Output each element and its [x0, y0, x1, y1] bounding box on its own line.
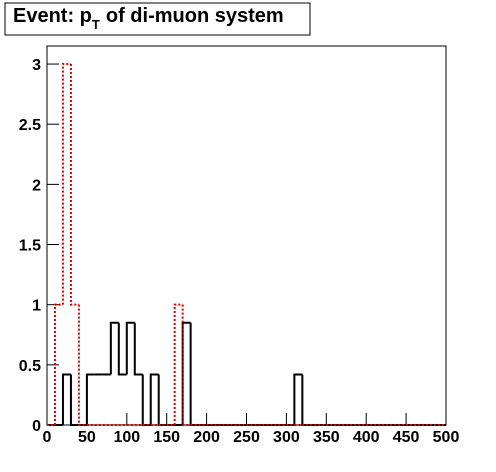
histogram-bin: [181, 304, 191, 426]
histogram-bin: [109, 321, 119, 375]
y-tick-label: 0: [32, 418, 41, 435]
histogram-bin: [173, 303, 183, 425]
x-tick-label: 0: [43, 429, 52, 446]
y-tick-label: 1: [32, 298, 41, 315]
x-tick-label: 450: [393, 429, 420, 446]
x-tick-label: 500: [433, 429, 460, 446]
title-box: [4, 2, 311, 36]
y-tick-label: 2: [32, 177, 41, 194]
y-tick-label: 0.5: [19, 358, 41, 375]
x-tick-label: 150: [153, 429, 180, 446]
histogram-bin: [61, 63, 71, 305]
x-tick-label: 300: [273, 429, 300, 446]
x-tick-label: 250: [233, 429, 260, 446]
histogram-bin: [85, 373, 95, 425]
histogram-bin: [133, 322, 143, 376]
histogram-bin: [117, 322, 127, 376]
histogram-bin: [301, 374, 311, 426]
y-tick-label: 2.5: [19, 117, 41, 134]
title-main: Event: p: [13, 5, 92, 27]
histogram-bin: [69, 64, 79, 306]
histogram-bin: [77, 304, 87, 426]
histogram-bin: [53, 303, 63, 425]
y-tick-label: 3: [32, 57, 41, 74]
x-tick-label: 200: [193, 429, 220, 446]
histogram-bin: [181, 321, 191, 425]
chart-title: Event: pT of di-muon system: [13, 5, 284, 32]
x-tick-label: 400: [353, 429, 380, 446]
plot-frame: [46, 45, 447, 426]
histogram-bin: [61, 373, 71, 425]
title-rest: of di-muon system: [106, 5, 284, 27]
histogram-bin: [293, 373, 303, 425]
histogram-bin: [157, 374, 167, 426]
histogram-bin: [189, 322, 199, 426]
histogram-bin: [149, 373, 159, 425]
y-tick-label: 1.5: [19, 238, 41, 255]
histogram-bin: [125, 321, 135, 375]
x-tick-label: 50: [78, 429, 96, 446]
title-subscript: T: [92, 17, 100, 32]
histogram-bin: [69, 374, 79, 426]
x-tick-label: 350: [313, 429, 340, 446]
histogram-bin: [141, 374, 151, 426]
x-tick-label: 100: [113, 429, 140, 446]
